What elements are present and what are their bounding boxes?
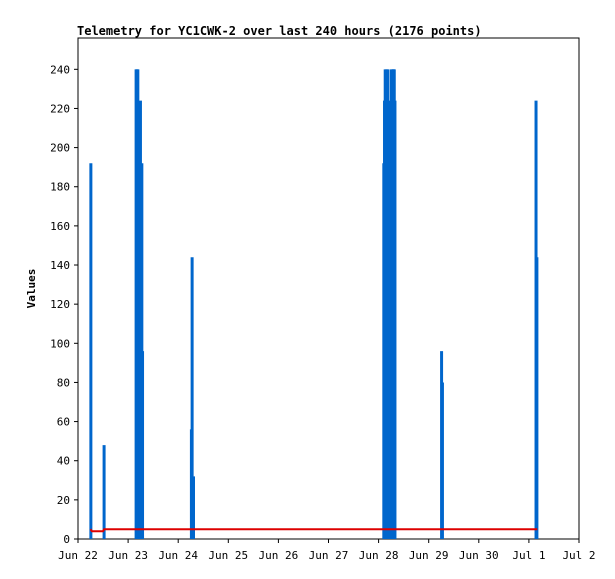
y-tick-label: 40 — [57, 455, 70, 468]
x-tick-label: Jun 25 — [208, 549, 248, 562]
baseline-series — [89, 528, 538, 533]
impulse-series — [89, 69, 539, 539]
x-tick-label: Jul 2 — [562, 549, 595, 562]
x-tick-label: Jun 22 — [58, 549, 98, 562]
y-tick-label: 160 — [50, 220, 70, 233]
x-tick-label: Jun 23 — [108, 549, 148, 562]
x-tick-label: Jun 26 — [259, 549, 299, 562]
x-tick-label: Jun 27 — [309, 549, 349, 562]
y-tick-label: 200 — [50, 142, 70, 155]
y-tick-label: 80 — [57, 376, 70, 389]
x-tick-label: Jun 29 — [409, 549, 449, 562]
y-tick-label: 120 — [50, 298, 70, 311]
y-tick-label: 240 — [50, 63, 70, 76]
x-tick-label: Jun 24 — [158, 549, 198, 562]
x-axis-ticks: Jun 22 Jun 23 Jun 24 Jun 25 Jun 26 Jun 27 Jun … — [58, 539, 596, 562]
plot-frame — [77, 37, 580, 540]
x-tick-label: Jun 28 — [359, 549, 399, 562]
y-axis-label: Values — [25, 269, 38, 309]
x-tick-label: Jun 30 — [459, 549, 499, 562]
y-tick-label: 140 — [50, 259, 70, 272]
y-tick-label: 220 — [50, 102, 70, 115]
y-tick-label: 60 — [57, 416, 70, 429]
y-tick-label: 180 — [50, 181, 70, 194]
y-tick-label: 100 — [50, 337, 70, 350]
y-axis-ticks: 0 20 40 60 80 100 120 140 160 180 200 220 240 — [50, 63, 78, 546]
baseline-line — [89, 528, 538, 533]
x-tick-label: Jul 1 — [512, 549, 545, 562]
y-tick-label: 20 — [57, 494, 70, 507]
chart-title: Telemetry for YC1CWK-2 over last 240 hou… — [77, 24, 482, 38]
y-tick-label: 0 — [63, 533, 70, 546]
